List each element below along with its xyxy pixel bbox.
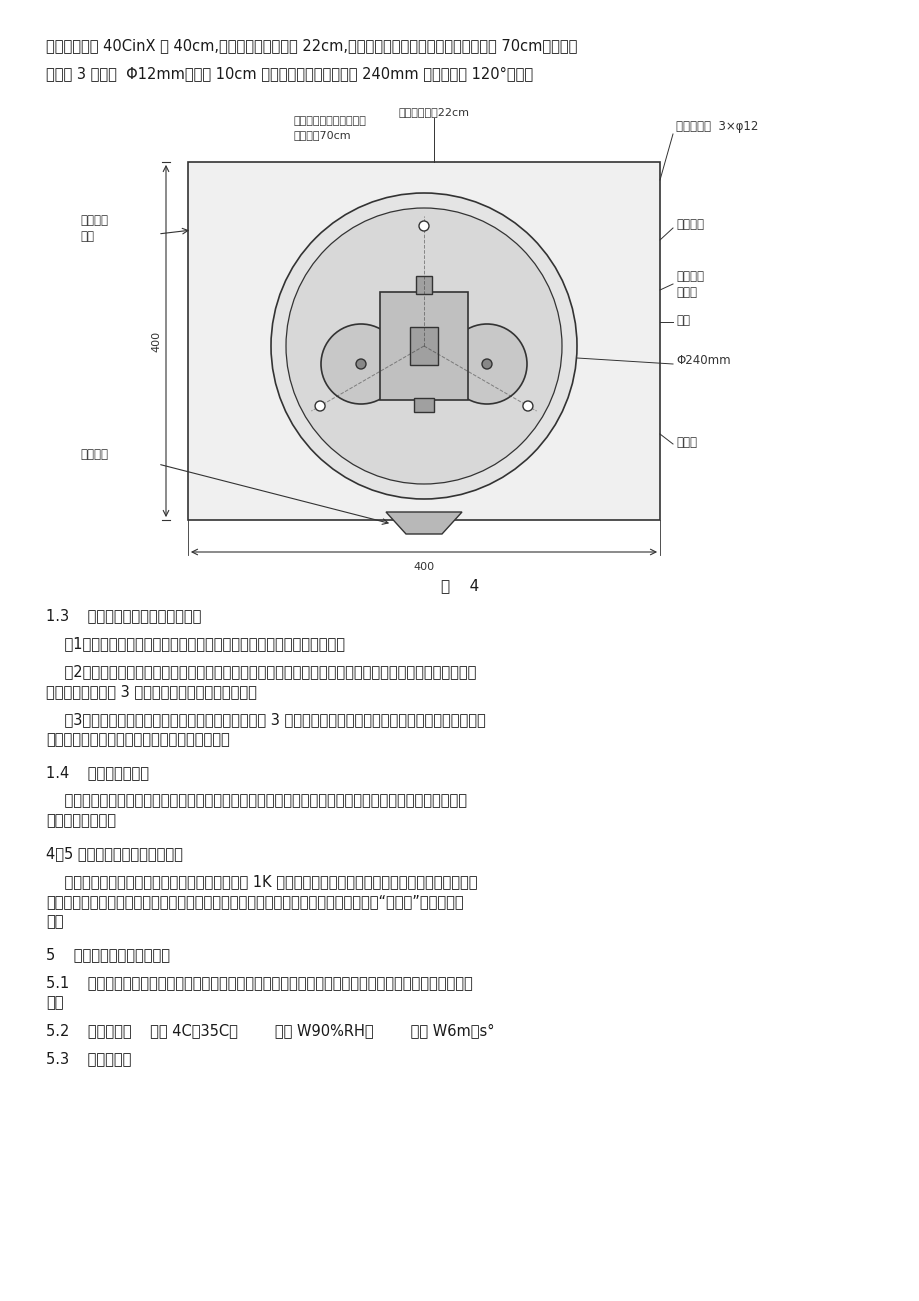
Bar: [415, 276, 432, 294]
Text: 信号输出: 信号输出: [80, 213, 108, 226]
Text: 400: 400: [413, 562, 434, 572]
Circle shape: [522, 401, 532, 411]
Circle shape: [286, 208, 562, 484]
Text: 图    4: 图 4: [440, 578, 479, 593]
Text: 底座: 底座: [675, 314, 689, 327]
Circle shape: [271, 193, 576, 500]
Text: 常。: 常。: [46, 915, 63, 929]
Text: 400: 400: [151, 330, 161, 351]
Circle shape: [482, 359, 492, 369]
Text: Φ240mm: Φ240mm: [675, 354, 730, 367]
Text: （3）调整机芯水平、锁紧固定仪器底座：分别调整 3 个调高螺母的高度直至水平泡的气泡居于中心位置，: （3）调整机芯水平、锁紧固定仪器底座：分别调整 3 个调高螺母的高度直至水平泡的…: [46, 712, 485, 727]
Text: 5.2    环境条件：    气温 4C～35C；        湿度 W90%RH；        风速 W6m／s°: 5.2 环境条件： 气温 4C～35C； 湿度 W90%RH； 风速 W6m／s…: [46, 1023, 494, 1038]
Text: 端子: 端子: [80, 230, 94, 243]
Circle shape: [418, 221, 428, 232]
Text: 5    仪器系统误差的现场校准: 5 仪器系统误差的现场校准: [46, 947, 170, 961]
Text: （1）拧下三个外筒固定螺钉并垂直向上提拉外筒使其与底座组件分离。: （1）拧下三个外筒固定螺钉并垂直向上提拉外筒使其与底座组件分离。: [46, 636, 345, 650]
Text: 检查仪器器输出信号是否正常：将万用电表置于 1K 档，用表笔接触仪器支架后面的输出端子（或者用计: 检查仪器器输出信号是否正常：将万用电表置于 1K 档，用表笔接触仪器支架后面的输…: [46, 874, 477, 889]
Text: 5.3    现场准备：: 5.3 现场准备：: [46, 1051, 131, 1066]
Text: 准高度为70cm: 准高度为70cm: [294, 130, 351, 141]
Text: 地脚螺栓孔  3×φ12: 地脚螺栓孔 3×φ12: [675, 120, 757, 133]
Circle shape: [314, 401, 324, 411]
Text: 台上打 3 个直径  Φ12mm、深约 10cm 的安装孔，安装孔位于小 240mm 的圆周上呆 120°均分。: 台上打 3 个直径 Φ12mm、深约 10cm 的安装孔，安装孔位于小 240m…: [46, 66, 532, 81]
Text: 承雨口水平面距地表面标: 承雨口水平面距地表面标: [294, 116, 367, 126]
Circle shape: [447, 324, 527, 405]
Bar: [414, 398, 434, 412]
Text: 地脚支板: 地脚支板: [675, 219, 703, 232]
Text: 然后用穹顶锁紧螺母分别锁紧仪器的三角支板。: 然后用穹顶锁紧螺母分别锁紧仪器的三角支板。: [46, 732, 230, 747]
Text: 锁紧头: 锁紧头: [675, 286, 697, 299]
Text: 底座支脚板安装在 3 个地脚膨胀螺栓的锁紧螺母上。: 底座支脚板安装在 3 个地脚膨胀螺栓的锁紧螺母上。: [46, 684, 256, 699]
Text: 排水漏斗: 排水漏斗: [80, 448, 108, 461]
Text: 准。: 准。: [46, 995, 63, 1010]
Polygon shape: [386, 513, 461, 533]
Text: 120°: 120°: [373, 278, 398, 298]
Text: 外接电缆: 外接电缆: [675, 271, 703, 284]
Circle shape: [356, 359, 366, 369]
Text: 的尺寸为：长 40CinX 宽 40cm,露出地平面高度约为 22cm,安装后仪器的承雨口距地平面的高度为 70cm；在水泥: 的尺寸为：长 40CinX 宽 40cm,露出地平面高度约为 22cm,安装后仪…: [46, 38, 577, 53]
Bar: [187, 163, 659, 520]
Text: 锁紧头的锁紧头。: 锁紧头的锁紧头。: [46, 813, 116, 827]
Text: 4．5 检查仪器输出信号是否正常: 4．5 检查仪器输出信号是否正常: [46, 846, 183, 861]
Text: 水泥基座高劗22cm: 水泥基座高劗22cm: [398, 107, 469, 117]
Text: 水平泡: 水平泡: [675, 436, 697, 449]
Circle shape: [321, 324, 401, 405]
Bar: [410, 327, 437, 366]
Text: 1.4    安装传输信号线: 1.4 安装传输信号线: [46, 765, 149, 781]
Text: （2）安装仪器底座：将膨胀螺栓分别置于安装孔内，并用坠圈及地脚螺母分别锁紧膨胀螺栓，然后将仪器: （2）安装仪器底座：将膨胀螺栓分别置于安装孔内，并用坠圈及地脚螺母分别锁紧膨胀螺…: [46, 664, 476, 679]
Text: 1.3    安装固定仪器、调整机芯水平: 1.3 安装固定仪器、调整机芯水平: [46, 608, 201, 623]
Text: 数器连接输出端子），然后用手指轻轻拨动计数翻斗使之翻动，并观察二个干簧的输出“通、断”信号是否正: 数器连接输出端子），然后用手指轻轻拨动计数翻斗使之翻动，并观察二个干簧的输出“通…: [46, 894, 463, 909]
Text: 将信号传输线从机房引出穿过防护管引至水泥台，再穿过底座过线孔与输出信号端子相连接，并锁紧电缆: 将信号传输线从机房引出穿过防护管引至水泥台，再穿过底座过线孔与输出信号端子相连接…: [46, 794, 467, 808]
Bar: [380, 291, 468, 399]
Text: 5.1    范围：新建站点、日常维修维护、定期巡检、重新启用均应对翻斗式雨量传感器的系统误差作现场校: 5.1 范围：新建站点、日常维修维护、定期巡检、重新启用均应对翻斗式雨量传感器的…: [46, 974, 472, 990]
